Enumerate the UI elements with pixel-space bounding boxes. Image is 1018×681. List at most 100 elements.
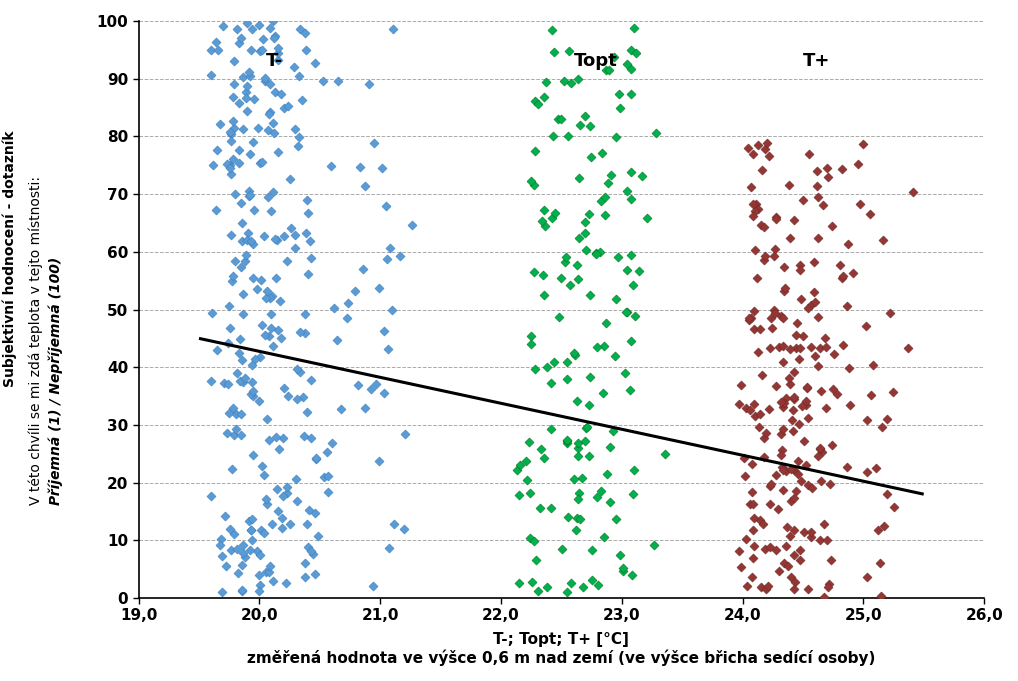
Point [733,379,749,390]
Point [619,265,635,276]
Point [816,518,833,529]
Point [232,375,248,386]
Point [619,185,635,196]
Point [771,565,787,576]
Point [233,430,249,441]
Point [746,541,762,552]
Point [743,487,759,498]
Point [261,567,277,577]
Point [626,465,642,476]
Point [744,572,760,583]
Point [223,229,239,240]
Point [535,91,552,102]
Point [858,571,874,582]
Point [812,443,829,454]
Point [309,530,326,541]
Point [296,571,313,582]
Point [534,270,551,281]
Point [581,450,598,461]
Point [617,368,633,379]
Point [234,559,250,570]
Point [800,584,816,595]
Point [746,305,762,316]
Point [273,332,289,343]
Point [333,404,349,415]
Point [303,252,320,263]
Point [731,545,747,556]
Point [232,262,248,272]
Point [528,555,545,566]
Point [376,326,392,336]
Point [566,347,582,358]
Point [808,180,825,191]
Point [781,560,797,571]
Point [749,140,766,151]
Point [569,274,585,285]
Point [740,314,756,325]
Point [377,387,393,398]
Point [806,351,823,362]
Point [738,402,754,413]
Point [222,322,238,333]
Point [605,426,621,437]
Point [755,255,772,266]
Point [613,103,629,114]
Point [395,524,411,535]
Point [603,441,619,452]
Point [801,148,817,159]
Point [852,198,868,209]
Point [570,451,586,462]
Point [777,398,793,409]
Point [236,373,252,383]
Point [529,585,546,596]
Point [294,392,310,402]
Point [222,162,238,173]
Point [622,384,638,395]
Text: Topt: Topt [573,52,617,70]
Point [523,338,540,349]
Point [535,205,552,216]
Point [788,486,804,496]
Point [795,330,811,341]
Point [743,459,759,470]
Point [905,186,921,197]
Point [822,579,838,590]
Point [786,392,802,403]
Point [242,525,259,536]
Point [624,570,640,581]
Point [269,484,285,495]
Text: Subjektivní hodnocení - dotazník: Subjektivní hodnocení - dotazník [3,131,17,387]
Point [625,22,641,33]
Point [774,444,790,455]
Point [260,191,276,202]
Point [810,233,827,244]
Point [793,294,809,304]
Point [559,373,575,384]
Point [773,396,789,407]
Point [225,403,241,414]
Point [300,208,317,219]
Point [303,545,320,556]
Point [576,111,592,122]
Point [380,343,396,354]
Point [762,481,779,492]
Point [597,192,613,203]
Point [253,274,270,285]
Point [845,268,861,279]
Point [753,369,770,380]
Point [753,220,770,231]
Point [250,570,267,581]
Point [299,518,316,529]
Point [582,372,599,383]
Point [546,357,562,368]
Point [257,330,273,340]
Point [264,291,280,302]
Point [371,456,387,466]
Point [270,48,286,59]
Point [551,311,567,322]
Point [563,78,579,89]
Point [869,524,886,535]
Point [783,495,799,506]
Point [746,398,762,409]
Point [275,432,291,443]
